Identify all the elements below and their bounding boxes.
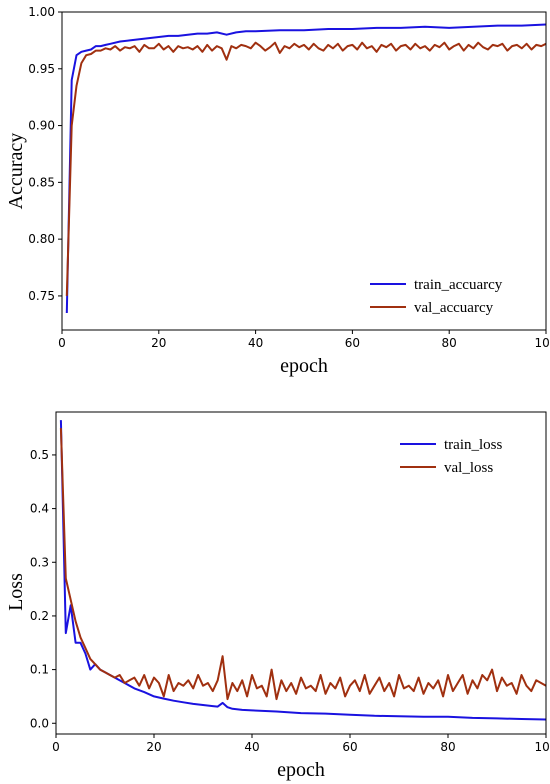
accuracy-plot-frame xyxy=(61,11,547,331)
loss-y-tick-label: 0.4 xyxy=(30,502,49,516)
accuracy-legend-label-val-accuarcy: val_accuarcy xyxy=(414,300,494,316)
loss-y-tick-label: 0.5 xyxy=(30,448,49,462)
loss-y-tick-label: 0.0 xyxy=(30,716,49,730)
accuracy-x-tick-label: 40 xyxy=(248,336,263,350)
accuracy-x-tick-label: 0 xyxy=(58,336,66,350)
loss-x-tick-label: 20 xyxy=(146,740,161,754)
loss-y-tick-label: 0.3 xyxy=(30,555,49,569)
loss-y-tick-label: 0.2 xyxy=(30,609,49,623)
accuracy-series-train-accuarcy xyxy=(65,23,547,314)
loss-series-val-loss xyxy=(59,428,547,701)
loss-legend-label-val-loss: val_loss xyxy=(444,460,493,476)
accuracy-y-tick-label: 0.75 xyxy=(28,289,55,303)
accuracy-x-tick-label: 60 xyxy=(345,336,360,350)
loss-y-axis-label: Loss xyxy=(5,573,27,611)
loss-x-tick-label: 100 xyxy=(535,740,550,754)
accuracy-series-val-accuarcy xyxy=(65,41,547,296)
loss-x-tick-label: 0 xyxy=(52,740,60,754)
accuracy-x-tick-label: 80 xyxy=(442,336,457,350)
accuracy-y-axis-label: Accuracy xyxy=(5,133,27,210)
accuracy-y-tick-label: 1.00 xyxy=(28,5,55,19)
loss-x-axis-label: epoch xyxy=(277,759,325,781)
accuracy-legend-label-train-accuarcy: train_accuarcy xyxy=(414,277,503,293)
accuracy-x-axis-label: epoch xyxy=(280,355,328,377)
accuracy-y-tick-label: 0.80 xyxy=(28,232,55,246)
accuracy-y-tick-label: 0.90 xyxy=(28,119,55,133)
accuracy-y-tick-label: 0.85 xyxy=(28,175,55,189)
accuracy-x-tick-label: 20 xyxy=(151,336,166,350)
loss-series-train-loss xyxy=(59,420,547,721)
loss-legend-label-train-loss: train_loss xyxy=(444,437,502,453)
loss-plot-frame xyxy=(55,411,547,735)
loss-x-tick-label: 80 xyxy=(440,740,455,754)
loss-x-tick-label: 60 xyxy=(342,740,357,754)
loss-x-tick-label: 40 xyxy=(244,740,259,754)
accuracy-x-tick-label: 100 xyxy=(535,336,550,350)
loss-y-tick-label: 0.1 xyxy=(30,663,49,677)
accuracy-y-tick-label: 0.95 xyxy=(28,62,55,76)
